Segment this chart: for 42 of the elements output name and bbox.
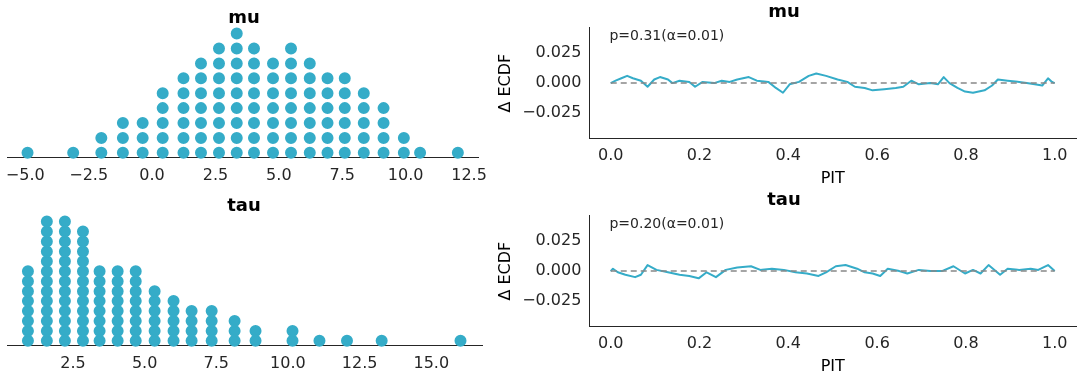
x-tick-label: 0.4	[775, 145, 802, 165]
x-tick-label: 0.0	[597, 333, 624, 353]
x-tick-label: 1.0	[1041, 333, 1068, 353]
x-tick-label: 2.5	[60, 352, 86, 372]
x-tick-label: 0.4	[775, 333, 802, 353]
y-tick-label: 0.025	[535, 42, 582, 62]
x-tick-label: 5.0	[131, 352, 158, 372]
x-tick-label: 0.2	[686, 145, 713, 165]
chart-title: tau	[227, 194, 261, 216]
x-axis-title: PIT	[820, 355, 845, 375]
x-tick-label: −5.0	[5, 164, 45, 184]
x-tick-label: 10.0	[387, 164, 424, 184]
y-axis-title: Δ ECDF	[494, 53, 514, 113]
annotation: p=0.20(α=0.01)	[609, 215, 725, 232]
x-tick-label: 7.5	[203, 352, 229, 372]
x-tick-label: 10.0	[270, 352, 306, 372]
x-tick-label: −2.5	[69, 164, 109, 184]
x-tick-label: 2.5	[202, 164, 229, 184]
x-tick-label: 7.5	[329, 164, 355, 184]
y-tick-label: 0.025	[535, 230, 582, 250]
y-tick-label: 0.000	[535, 260, 582, 280]
x-axis-title: PIT	[820, 167, 845, 187]
y-tick-label: 0.000	[535, 72, 582, 92]
y-tick-label: −0.025	[522, 290, 582, 310]
y-axis-title: Δ ECDF	[494, 241, 514, 301]
x-tick-label: 0.6	[864, 145, 890, 165]
annotation: p=0.31(α=0.01)	[609, 27, 725, 44]
x-tick-label: 12.5	[451, 164, 487, 184]
x-tick-label: 0.8	[953, 333, 979, 353]
x-tick-label: 0.2	[686, 333, 713, 353]
x-tick-label: 0.6	[864, 333, 890, 353]
x-tick-label: 0.0	[139, 164, 165, 184]
x-tick-label: 1.0	[1041, 145, 1068, 165]
chart-title: mu	[768, 0, 800, 22]
x-tick-label: 12.5	[341, 352, 378, 372]
x-tick-label: 0.0	[597, 145, 624, 165]
chart-title: tau	[767, 188, 801, 210]
y-tick-label: −0.025	[522, 102, 582, 122]
x-tick-label: 0.8	[953, 145, 979, 165]
chart-title: mu	[228, 6, 260, 28]
x-tick-label: 15.0	[413, 352, 450, 372]
x-tick-label: 5.0	[266, 164, 292, 184]
